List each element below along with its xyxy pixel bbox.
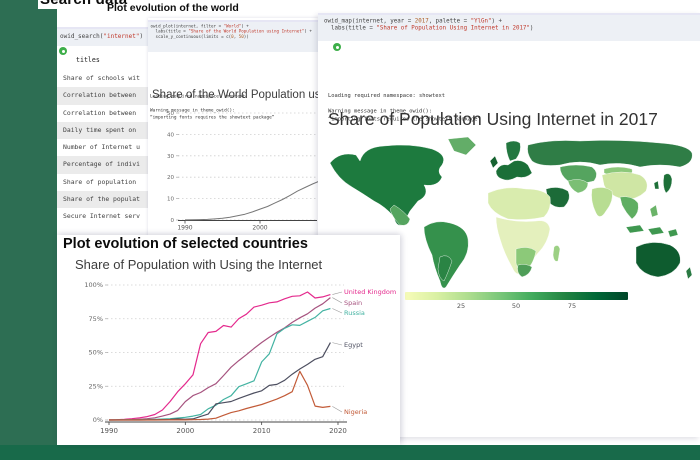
svg-text:30: 30 [167,154,174,160]
svg-text:Russia: Russia [344,309,365,317]
svg-text:50%: 50% [89,349,103,357]
output-line: Loading required namespace: showtext [328,92,446,99]
svg-text:1990: 1990 [100,427,118,435]
world-code-cell[interactable]: owid_plot(internet, filter = "World") + … [148,20,318,52]
svg-text:2010: 2010 [253,427,271,435]
countries-section-heading: Plot evolution of selected countries [63,236,308,252]
world-chart-title: Share of the World Population using Inte… [152,89,318,101]
svg-text:50: 50 [167,111,174,117]
search-results-table: Share of schools wit Correlation between C… [57,70,148,226]
countries-panel-card: Plot evolution of selected countries Sha… [57,235,400,445]
svg-text:Egypt: Egypt [344,341,363,349]
map-code-cell[interactable]: owid_map(internet, year = 2017, palette … [318,13,700,41]
table-row: Correlation between [57,87,148,105]
map-loading-output: Loading required namespace: showtext [328,54,562,143]
world-loading-output: Loading required namespace: showtext [150,56,318,143]
world-warning-output: Warning message in theme_owid(): “importi… [150,69,318,173]
world-section-heading: Plot evolution of the world [107,2,239,14]
legend-tick-75: 75 [567,302,577,310]
svg-text:0: 0 [171,218,175,224]
table-row: Daily time spent on [57,121,148,140]
code-line: labs(title = "Share of the World Populat… [150,28,312,34]
output-line: Loading required namespace: showtext [150,94,246,99]
table-row: Share of the populat [57,191,148,209]
cell-run-indicator-icon [333,43,341,51]
svg-text:20: 20 [167,175,174,181]
world-choropleth-map [329,136,693,289]
code-line: labs(title = "Share of Population Using … [324,24,534,31]
svg-text:25%: 25% [89,382,103,390]
svg-text:75%: 75% [89,315,103,323]
table-row: Share of population [63,177,137,186]
search-data-heading: Search data [40,0,156,8]
results-column-header: titles [76,56,100,64]
svg-text:2000: 2000 [176,427,194,435]
svg-text:1990: 1990 [177,225,192,232]
output-line: Warning message in theme_owid(): [150,108,235,113]
svg-text:Spain: Spain [344,299,362,307]
countries-line-chart: 0% 25% 50% 75% 100% 1990 2000 2010 2020 United Ki… [84,281,396,435]
legend-tick-25: 25 [456,302,466,310]
code-line: owid_map(internet, year = 2017, palette … [324,17,503,24]
map-legend-gradient [405,292,628,300]
svg-text:0%: 0% [93,416,103,424]
output-line: Warning message in theme_owid(): [328,107,433,115]
table-row: Secure Internet serv [63,212,140,221]
map-warning-output: Warning message in theme_owid(): “importi… [328,69,634,177]
cell-run-indicator-icon [59,47,67,55]
bottom-green-band [0,445,700,460]
table-row: Share of schools wit [63,74,140,82]
svg-text:United Kingdom: United Kingdom [344,288,396,296]
world-panel-card: owid_plot(internet, filter = "World") + … [148,18,318,240]
search-section: Search data [38,0,156,9]
svg-text:100%: 100% [84,281,103,289]
search-code-cell[interactable]: owid_search("internet") [57,27,148,46]
table-row: Correlation between [63,108,137,117]
svg-text:Nigeria: Nigeria [344,408,367,416]
code-line: scale_y_continuous(limits = c(0, 50)) [150,33,249,39]
svg-text:40: 40 [167,132,174,138]
table-row: Number of Internet u [63,143,140,152]
countries-chart-title: Share of Population with Using the Inter… [75,257,323,272]
world-line-chart: 0 10 20 30 40 50 1990 2000 [167,111,318,232]
svg-text:10: 10 [167,197,174,203]
svg-text:2000: 2000 [252,225,267,232]
legend-tick-50: 50 [511,302,521,310]
table-row: Percentage of indivi [57,156,148,174]
map-title: Share of Population Using Internet in 20… [328,109,658,129]
svg-text:2020: 2020 [329,427,347,435]
output-line: “importing fonts requires the showtext p… [150,115,275,120]
code-line: owid_plot(internet, filter = "World") + [150,23,249,29]
output-line: “importing fonts requires the showtext p… [328,115,481,123]
